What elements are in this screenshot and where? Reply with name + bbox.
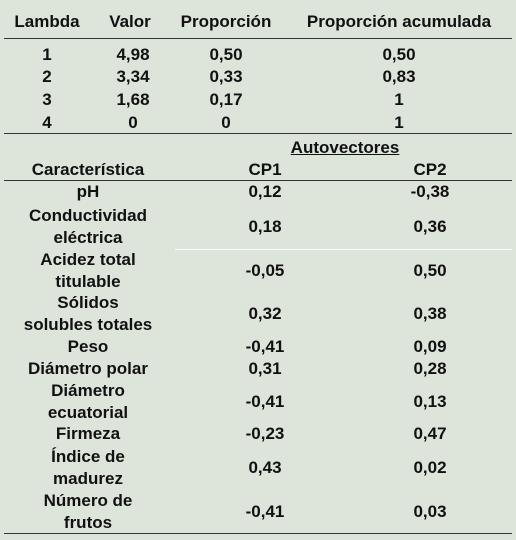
table-cell: 0,36 xyxy=(413,217,447,236)
table-cell: -0,41 xyxy=(245,391,285,411)
table-cell: -0,23 xyxy=(245,424,285,443)
column-header: Proporción xyxy=(180,12,272,31)
table-cell: -0,41 xyxy=(245,337,285,356)
table-cell: 0,47 xyxy=(413,424,447,443)
table-cell: 0,83 xyxy=(382,67,416,86)
table-cell: 2 xyxy=(42,67,52,86)
table-cell: 4,98 xyxy=(116,45,150,64)
table-cell: 0,50 xyxy=(209,45,243,64)
table-cell: 1 xyxy=(42,45,52,64)
table-cell: Diámetro polar xyxy=(28,359,148,378)
column-header: Característica xyxy=(31,160,145,179)
table-cell: 0,03 xyxy=(413,501,447,521)
table-cell: Acidez total titulable xyxy=(40,250,136,291)
table-cell: 0,18 xyxy=(248,217,282,236)
table-cell: 0,38 xyxy=(413,304,447,323)
rule xyxy=(4,38,512,39)
table-cell: Número de frutos xyxy=(43,490,133,532)
table-cell: 3 xyxy=(42,90,52,109)
table-cell: 0,09 xyxy=(413,337,447,356)
table-cell: 0,28 xyxy=(413,359,447,378)
column-header: Valor xyxy=(109,12,151,31)
rule xyxy=(175,249,512,250)
table-cell: 0 xyxy=(221,113,231,132)
column-header: CP1 xyxy=(248,160,282,179)
table-cell: 0,43 xyxy=(248,458,282,477)
table-cell: Conductividad eléctrica xyxy=(28,206,148,247)
table-cell: 0,31 xyxy=(248,359,282,378)
table-cell: 0,50 xyxy=(382,45,416,64)
table-cell: 1,68 xyxy=(116,90,150,109)
table-cell: 0,12 xyxy=(248,182,282,201)
column-header: Proporción acumulada xyxy=(306,12,492,31)
table-cell: Diámetro ecuatorial xyxy=(47,380,129,422)
group-header: Autovectores xyxy=(290,138,400,157)
rule xyxy=(4,533,512,534)
table-cell: 0,13 xyxy=(413,391,447,411)
table-cell: 0 xyxy=(128,113,138,132)
table-cell: Sólidos solubles totales xyxy=(23,293,153,334)
table-cell: 1 xyxy=(394,113,404,132)
table-cell: pH xyxy=(76,182,100,201)
table-cell: -0,41 xyxy=(245,501,285,521)
table-cell: Firmeza xyxy=(55,424,121,443)
rule xyxy=(4,180,512,181)
table-cell: 0,17 xyxy=(209,90,243,109)
table-cell: 3,34 xyxy=(116,67,150,86)
table-cell: 1 xyxy=(394,90,404,109)
table-cell: Índice de madurez xyxy=(51,447,125,488)
column-header: CP2 xyxy=(413,160,447,179)
table-cell: 0,50 xyxy=(413,261,447,280)
table-cell: 0,02 xyxy=(413,458,447,477)
table-cell: -0,38 xyxy=(410,182,450,201)
table-cell: 0,33 xyxy=(209,67,243,86)
table-cell: -0,05 xyxy=(245,261,285,280)
table-cell: Peso xyxy=(67,337,109,356)
table-cell: 4 xyxy=(42,113,52,132)
rule xyxy=(4,133,512,134)
column-header: Lambda xyxy=(14,12,80,31)
table-cell: 0,32 xyxy=(248,304,282,323)
